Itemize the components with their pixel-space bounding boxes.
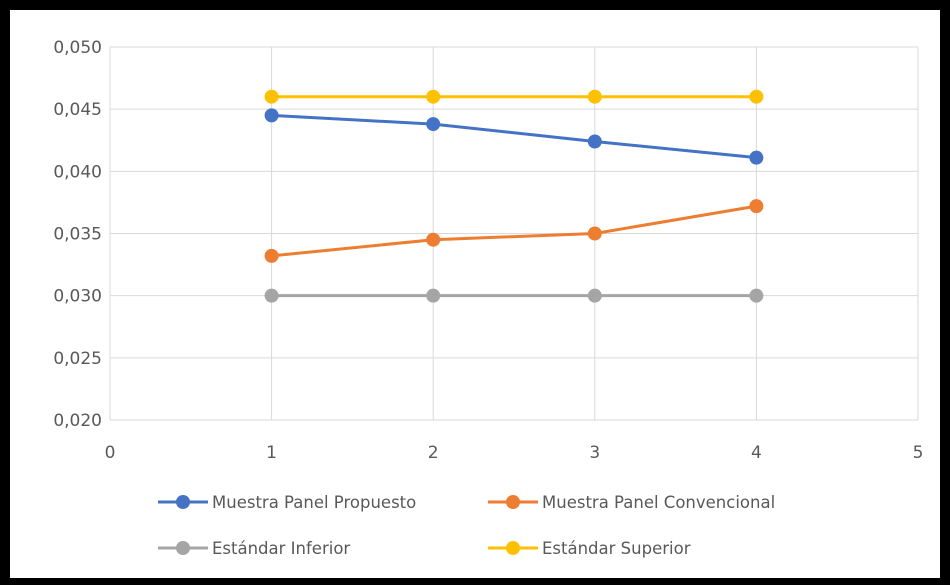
data-point xyxy=(264,248,279,263)
data-point xyxy=(587,226,602,241)
y-tick-label: 0,025 xyxy=(53,349,102,369)
series-line xyxy=(271,113,757,160)
data-point xyxy=(749,199,764,214)
data-point xyxy=(426,232,441,247)
x-tick-label: 5 xyxy=(913,443,924,463)
data-point xyxy=(264,288,279,303)
legend-label: Estándar Inferior xyxy=(212,539,350,558)
legend-label: Estándar Superior xyxy=(542,539,691,558)
data-point xyxy=(426,288,441,303)
x-tick-label: 4 xyxy=(751,443,762,463)
data-point xyxy=(264,89,279,104)
axis-layer: 0,020 0,025 0,030 0,035 0,040 0,045 0,050 0 1 2 3 4… xyxy=(53,38,923,463)
data-point xyxy=(264,108,279,123)
y-tick-label: 0,035 xyxy=(53,225,102,245)
data-point xyxy=(749,288,764,303)
y-tick-label: 0,040 xyxy=(53,162,102,182)
legend-item: Muestra Panel Propuesto xyxy=(158,493,416,512)
legend-swatch-marker xyxy=(506,541,520,555)
data-point xyxy=(587,288,602,303)
data-point xyxy=(587,89,602,104)
series-line xyxy=(271,204,757,258)
x-tick-label: 1 xyxy=(266,443,277,463)
y-tick-label: 0,050 xyxy=(53,38,102,58)
y-tick-label: 0,030 xyxy=(53,287,102,307)
data-point xyxy=(426,89,441,104)
x-tick-label: 0 xyxy=(105,443,116,463)
grid-layer xyxy=(109,46,919,421)
series-layer xyxy=(264,89,764,303)
legend-item: Estándar Inferior xyxy=(158,539,350,558)
legend-label: Muestra Panel Convencional xyxy=(542,493,775,512)
legend-item: Estándar Superior xyxy=(488,539,691,558)
y-tick-label: 0,045 xyxy=(53,100,102,120)
x-tick-label: 2 xyxy=(428,443,439,463)
x-tick-label: 3 xyxy=(589,443,600,463)
legend-swatch-marker xyxy=(506,495,520,509)
y-tick-label: 0,020 xyxy=(53,411,102,431)
legend: Muestra Panel Propuesto Muestra Panel Con… xyxy=(158,493,775,558)
legend-label: Muestra Panel Propuesto xyxy=(212,493,416,512)
legend-swatch-marker xyxy=(176,541,190,555)
data-point xyxy=(426,117,441,132)
data-point xyxy=(587,134,602,149)
data-point xyxy=(749,150,764,165)
data-point xyxy=(749,89,764,104)
chart-area xyxy=(10,10,940,578)
legend-swatch-marker xyxy=(176,495,190,509)
legend-item: Muestra Panel Convencional xyxy=(488,493,775,512)
